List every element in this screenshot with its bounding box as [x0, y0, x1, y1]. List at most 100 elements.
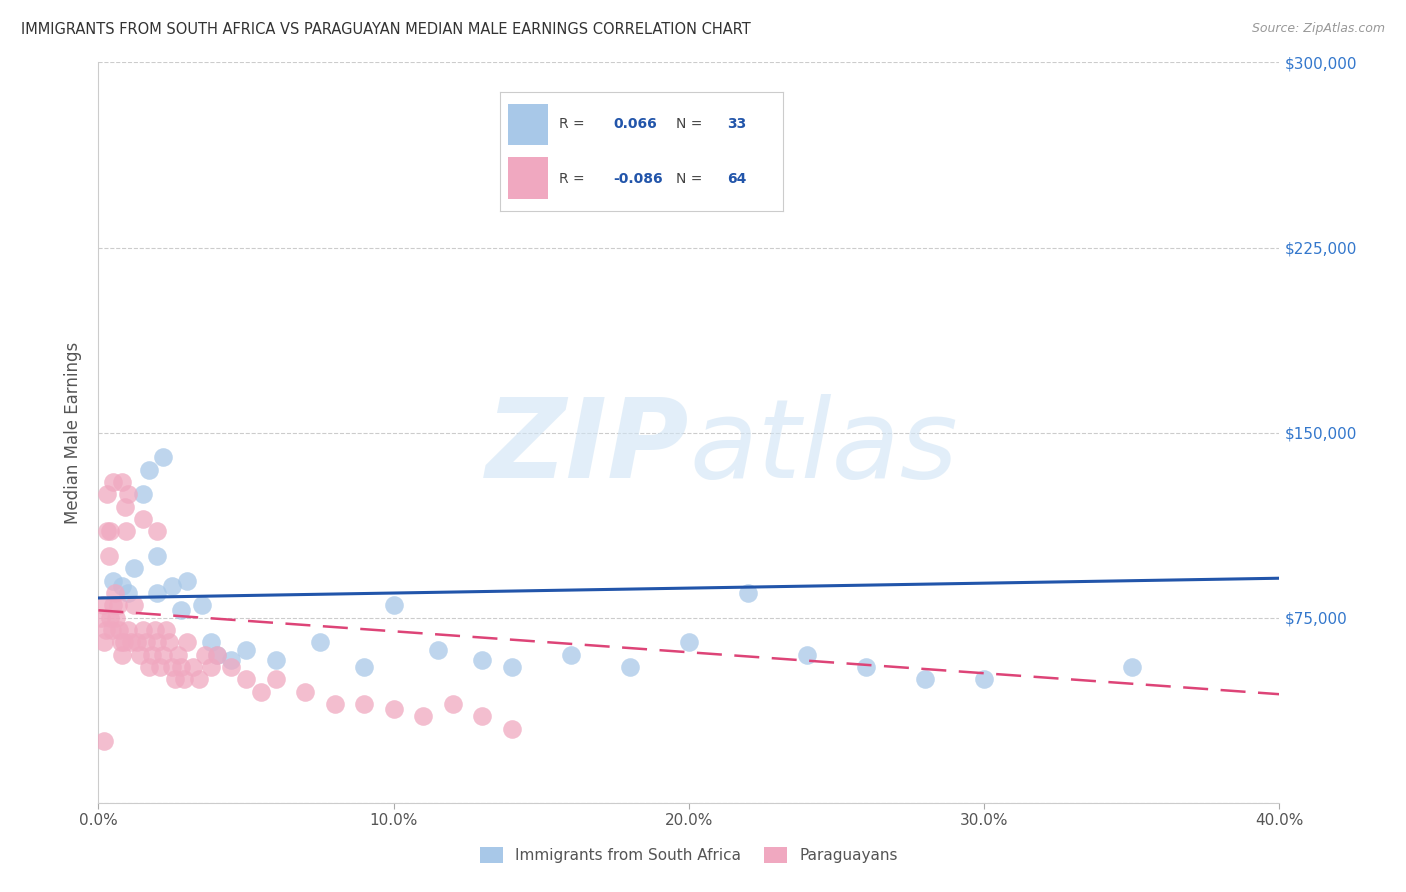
Point — [111, 579, 134, 593]
Point — [96, 524, 118, 539]
Point — [132, 512, 155, 526]
Point — [412, 709, 434, 723]
Point — [1121, 660, 1143, 674]
Point — [235, 642, 257, 657]
Point — [181, 660, 204, 674]
Point — [117, 487, 139, 501]
Text: Source: ZipAtlas.com: Source: ZipAtlas.com — [1251, 22, 1385, 36]
Point — [221, 653, 243, 667]
Point — [501, 660, 523, 674]
Text: ZIP: ZIP — [485, 394, 689, 501]
Point — [93, 734, 115, 748]
Point — [98, 610, 121, 624]
Point — [120, 635, 142, 649]
Y-axis label: Median Male Earnings: Median Male Earnings — [65, 342, 83, 524]
Point — [94, 623, 117, 637]
Point — [149, 660, 172, 674]
Point — [235, 673, 257, 687]
Point — [264, 673, 287, 687]
Text: IMMIGRANTS FROM SOUTH AFRICA VS PARAGUAYAN MEDIAN MALE EARNINGS CORRELATION CHAR: IMMIGRANTS FROM SOUTH AFRICA VS PARAGUAY… — [21, 22, 751, 37]
Point — [157, 635, 180, 649]
Point — [125, 635, 148, 649]
Point — [162, 660, 183, 674]
Point — [114, 500, 136, 514]
Point — [200, 635, 222, 649]
Point — [914, 673, 936, 687]
Point — [162, 579, 183, 593]
Point — [501, 722, 523, 736]
Point — [155, 623, 177, 637]
Point — [135, 635, 157, 649]
Point — [93, 635, 115, 649]
Point — [427, 642, 450, 657]
Point — [122, 599, 145, 613]
Point — [796, 648, 818, 662]
Point — [111, 475, 134, 489]
Point — [678, 635, 700, 649]
Point — [221, 660, 243, 674]
Point — [117, 586, 139, 600]
Point — [98, 524, 121, 539]
Point — [132, 487, 155, 501]
Point — [146, 524, 169, 539]
Point — [105, 610, 128, 624]
Point — [264, 653, 287, 667]
Point — [167, 648, 190, 662]
Point — [250, 685, 273, 699]
Point — [973, 673, 995, 687]
Point — [441, 697, 464, 711]
Point — [103, 475, 125, 489]
Point — [138, 462, 160, 476]
Point — [353, 660, 375, 674]
Point — [619, 660, 641, 674]
Point — [170, 603, 193, 617]
Point — [855, 660, 877, 674]
Point — [146, 586, 169, 600]
Point — [737, 586, 759, 600]
Point — [187, 673, 209, 687]
Point — [165, 673, 187, 687]
Point — [143, 623, 166, 637]
Point — [191, 599, 214, 613]
Point — [117, 623, 139, 637]
Point — [115, 524, 138, 539]
Point — [152, 648, 174, 662]
Point — [90, 610, 112, 624]
Point — [112, 635, 135, 649]
Point — [173, 673, 195, 687]
Point — [200, 660, 222, 674]
Point — [194, 648, 217, 662]
Point — [205, 648, 228, 662]
Point — [141, 648, 163, 662]
Point — [176, 574, 198, 588]
Point — [104, 586, 127, 600]
Point — [110, 635, 132, 649]
Point — [382, 599, 405, 613]
Point — [176, 635, 198, 649]
Point — [111, 648, 134, 662]
Point — [471, 709, 494, 723]
Point — [152, 450, 174, 465]
Point — [382, 702, 405, 716]
Point — [122, 561, 145, 575]
Point — [96, 487, 118, 501]
Point — [294, 685, 316, 699]
Legend: Immigrants from South Africa, Paraguayans: Immigrants from South Africa, Paraguayan… — [474, 841, 904, 869]
Point — [471, 653, 494, 667]
Point — [146, 635, 169, 649]
Point — [132, 623, 155, 637]
Point — [97, 549, 120, 563]
Point — [138, 660, 160, 674]
Point — [103, 599, 125, 613]
Point — [108, 623, 131, 637]
Point — [170, 660, 193, 674]
Point — [91, 599, 114, 613]
Point — [100, 623, 122, 637]
Point — [205, 648, 228, 662]
Point — [323, 697, 346, 711]
Point — [107, 599, 129, 613]
Point — [128, 648, 150, 662]
Point — [309, 635, 332, 649]
Point — [103, 574, 125, 588]
Point — [560, 648, 582, 662]
